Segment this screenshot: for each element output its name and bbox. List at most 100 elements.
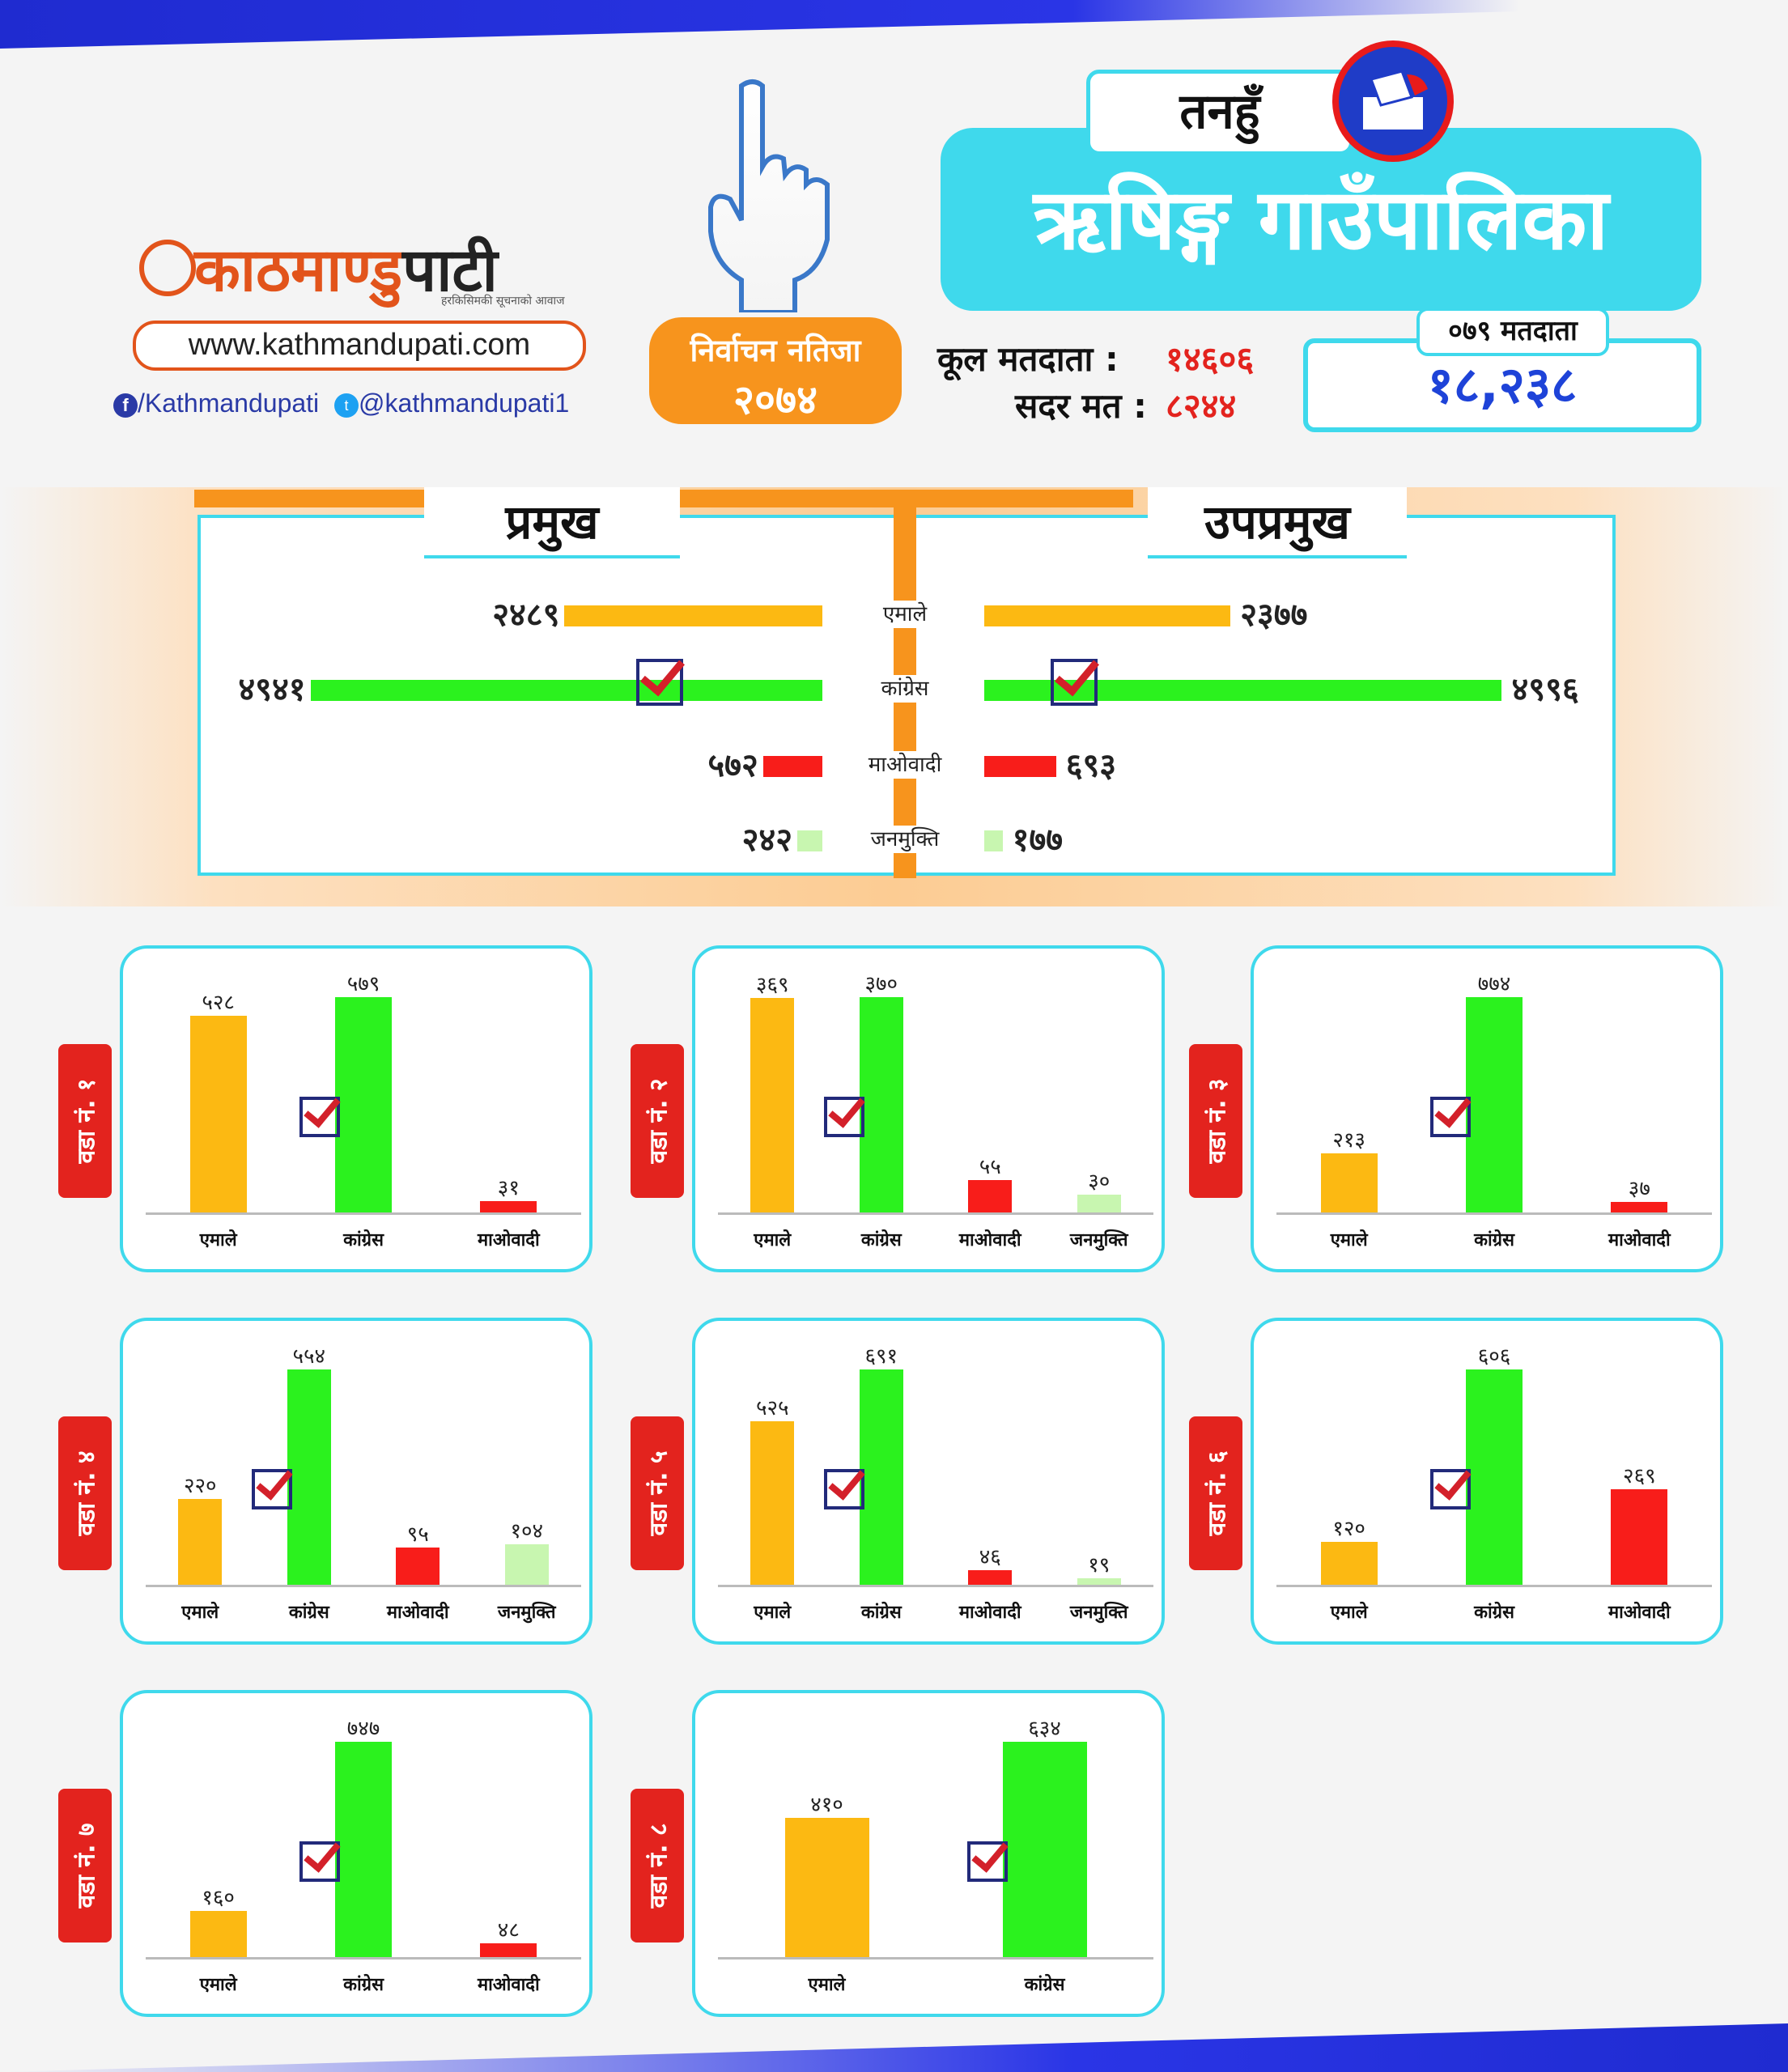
valid-votes-value: ८२४४ <box>1166 386 1237 426</box>
ward-tag-5: वडा नं. ५ <box>631 1416 684 1570</box>
ward-tag-label: वडा नं. २ <box>644 1078 673 1164</box>
ward-bar-label: कांग्रेस <box>343 1230 384 1250</box>
party-label-0: एमाले <box>854 601 956 628</box>
ward-bar-label: माओवादी <box>1608 1603 1671 1623</box>
badge-year: २०७४ <box>733 376 818 423</box>
ward-bar <box>178 1499 223 1585</box>
ward-bar-value: ६९१ <box>864 1344 898 1369</box>
ward-bar-label: कांग्रेस <box>1474 1603 1514 1623</box>
party-label-1: कांग्रेस <box>854 675 956 703</box>
ward-bar-label: एमाले <box>808 1975 846 1995</box>
ward-bar-label: कांग्रेस <box>860 1230 902 1250</box>
ward-bar-value: ५७९ <box>346 972 380 996</box>
twitter-icon[interactable]: t <box>334 393 359 418</box>
ward-tag-6: वडा नं. ६ <box>1189 1416 1242 1570</box>
ward-bar <box>750 997 795 1212</box>
mayor-value-1: ४९४१ <box>238 671 306 708</box>
ward-bar-label: माओवादी <box>1608 1230 1671 1250</box>
ward-bar-value: ५५४ <box>292 1344 326 1369</box>
ward-winner-check <box>299 1097 340 1137</box>
ward-bar <box>189 1016 247 1212</box>
logo-name-part1: काठमाण्डु <box>194 236 403 305</box>
ward-bar-label: कांग्रेस <box>860 1603 902 1623</box>
ward-bar <box>1466 997 1523 1212</box>
deputy-value-1: ४९९६ <box>1511 671 1579 708</box>
mayor-bar-1 <box>310 680 822 701</box>
mayor-value-3: २४२ <box>741 822 793 859</box>
ward-bar <box>859 997 903 1212</box>
ward-bar-value: १२० <box>1332 1517 1365 1542</box>
ward-bar-label: एमाले <box>181 1603 219 1623</box>
ward-tag-label: वडा नं. ५ <box>644 1450 673 1536</box>
website-link[interactable]: www.kathmandupati.com <box>133 321 586 371</box>
ward-bar <box>1077 1195 1121 1212</box>
ward-bar-label: एमाले <box>1330 1603 1368 1623</box>
ward-bar-value: ६३४ <box>1028 1717 1061 1741</box>
ward-bar-value: २१३ <box>1332 1127 1365 1153</box>
ward-bar <box>287 1369 331 1585</box>
ward-bar <box>335 1742 392 1957</box>
ward-baseline <box>146 1585 581 1587</box>
party-label-3: जनमुक्ति <box>854 826 956 853</box>
social-links: f/Kathmandupati t @kathmandupati1 <box>113 388 569 418</box>
ward-bar-label: एमाले <box>754 1230 792 1250</box>
ward-bar-value: ६०६ <box>1477 1344 1511 1369</box>
ward-tag-label: वडा नं. ८ <box>644 1823 673 1909</box>
ward-card-7: १६० एमाले ७४७ कांग्रेस ४८ माओवादी <box>120 1690 592 2017</box>
mayor-value-2: ५७२ <box>707 747 758 784</box>
ward-bar-value: १०४ <box>510 1519 544 1544</box>
ward-bar-value: २२० <box>183 1474 217 1499</box>
ward-card-1: ५२८ एमाले ५७९ कांग्रेस ३१ माओवादी <box>120 945 592 1272</box>
district-name: तनहुँ <box>1086 70 1353 155</box>
ward-winner-check <box>299 1841 340 1882</box>
ward-bar-value: ३० <box>1088 1170 1111 1195</box>
ward-card-3: २१३ एमाले ७७४ कांग्रेस ३७ माओवादी <box>1251 945 1723 1272</box>
ward-tag-label: वडा नं. ६ <box>1203 1450 1232 1536</box>
ward-bar <box>335 997 392 1212</box>
deputy-bar-2 <box>984 756 1056 777</box>
deputy-bar-0 <box>984 605 1231 626</box>
mayor-title: प्रमुख <box>424 487 680 558</box>
ward-winner-check <box>1430 1097 1471 1137</box>
ward-winner-check <box>1430 1469 1471 1509</box>
ward-baseline <box>146 1212 581 1215</box>
ward-bar-value: ४६ <box>979 1545 1001 1570</box>
ward-bar-value: ७७४ <box>1477 972 1511 996</box>
ward-bar <box>784 1817 869 1957</box>
ward-bar <box>859 1369 903 1585</box>
ward-bar-label: एमाले <box>199 1230 237 1250</box>
deputy-value-2: ६९३ <box>1065 747 1117 784</box>
twitter-handle[interactable]: @kathmandupati1 <box>359 388 570 418</box>
ward-bar <box>1611 1488 1668 1585</box>
ward-baseline <box>1276 1585 1712 1587</box>
badge-title: निर्वाचन नतिजा <box>690 333 861 368</box>
election-result-badge: निर्वाचन नतिजा २०७४ <box>649 317 902 424</box>
valid-votes-label: सदर मत : <box>1015 386 1147 426</box>
logo-name-part2: पाटी <box>402 236 498 305</box>
ward-bar <box>1002 1742 1087 1957</box>
mayor-bar-0 <box>564 605 822 626</box>
ward-card-5: ५२५ एमाले ६९१ कांग्रेस ४६ माओवादी १९ जनमुक्ति <box>692 1318 1165 1645</box>
ward-tag-2: वडा नं. २ <box>631 1044 684 1198</box>
ward-bar <box>396 1548 440 1585</box>
deputy-value-0: २३७७ <box>1240 597 1308 634</box>
facebook-icon[interactable]: f <box>113 393 138 418</box>
ward-baseline <box>718 1212 1153 1215</box>
ward-tag-label: वडा नं. ४ <box>72 1450 101 1536</box>
ward-tag-8: वडा नं. ८ <box>631 1789 684 1942</box>
ward-bar <box>1466 1369 1523 1585</box>
mayor-bar-2 <box>762 756 822 777</box>
ward-card-8: ४१० एमाले ६३४ कांग्रेस <box>692 1690 1165 2017</box>
ward-baseline <box>718 1957 1153 1959</box>
ward-bar-label: कांग्रेस <box>1024 1975 1065 1995</box>
ward-bar-label: माओवादी <box>958 1603 1021 1623</box>
ward-baseline <box>146 1957 581 1959</box>
facebook-handle[interactable]: /Kathmandupati <box>138 388 320 418</box>
ward-bar <box>1320 1542 1378 1585</box>
voting-finger-icon <box>708 79 830 312</box>
mayor-bar-3 <box>797 830 822 851</box>
ward-bar-value: ७४७ <box>346 1717 380 1741</box>
ward-winner-check <box>251 1469 292 1509</box>
ward-bar-value: १६० <box>202 1886 235 1911</box>
ward-bar-value: १९ <box>1088 1553 1111 1577</box>
